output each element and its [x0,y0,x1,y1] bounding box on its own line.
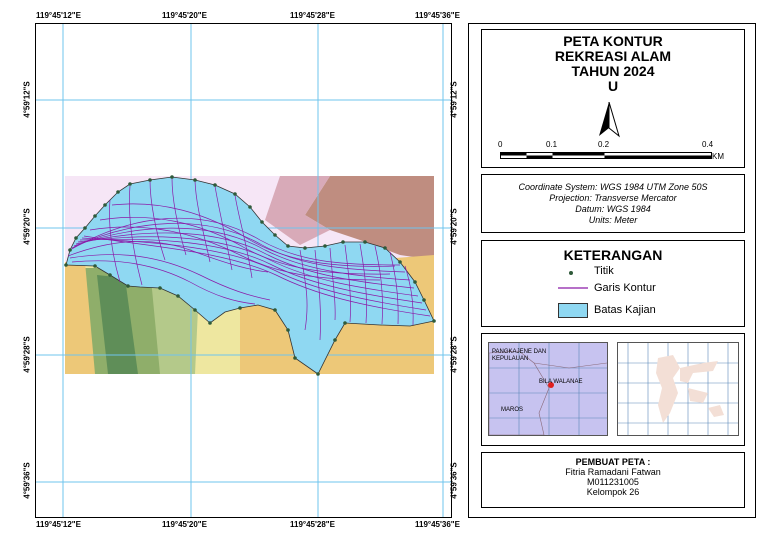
map-title-line3: TAHUN 2024 [571,63,655,79]
scale-labels: 0 0.1 0.2 0.4 [482,140,746,152]
scale-label-3: 0.4 [702,140,714,149]
legend-item-titik: Titik [594,265,614,277]
right-coord-4: 4°59'36"S [449,462,459,499]
maker-name: Fitria Ramadani Fatwan [565,467,661,477]
scale-bar [500,152,712,159]
main-map [36,24,451,517]
inset-map-regional: PANGKAJENE DAN KEPULAUAN BILA WALANAE MA… [488,342,608,436]
cs-line1: Coordinate System: WGS 1984 UTM Zone 50S [518,182,708,192]
cs-line2: Projection: Transverse Mercator [549,193,677,203]
scale-label-0: 0 [498,140,503,149]
bottom-coord-1: 119°45'12"E [36,520,81,529]
inset-label-maros: MAROS [501,407,524,413]
contour-line-symbol-icon [558,287,588,289]
north-arrow-icon [599,102,620,138]
maker-id: M011231005 [587,477,639,487]
left-coord-3: 4°59'28"S [22,336,32,373]
right-coord-3: 4°59'28"S [449,336,459,373]
legend-panel: KETERANGAN Titik Garis Kontur Batas Kaji… [481,240,745,327]
elevation-layer [65,176,434,374]
maker-title: PEMBUAT PETA : [575,457,651,467]
coordinate-system-panel: Coordinate System: WGS 1984 UTM Zone 50S… [481,174,745,233]
scale-unit: KM [712,152,724,161]
right-coord-1: 4°59'12"S [449,81,459,118]
point-symbol-icon [569,271,573,275]
north-label: U [607,78,619,94]
top-coord-1: 119°45'12"E [36,11,81,20]
map-title-line2: REKREASI ALAM [554,48,672,64]
top-coord-3: 119°45'28"E [290,11,335,20]
maker-panel: PEMBUAT PETA : Fitria Ramadani Fatwan M0… [481,452,745,508]
side-frame [468,23,756,518]
cs-line3: Datum: WGS 1984 [575,204,651,214]
cs-line4: Units: Meter [588,215,638,225]
inset-map-island [617,342,739,436]
bottom-coord-3: 119°45'28"E [290,520,335,529]
boundary-points [64,175,436,376]
inset-label-bila-walanae: BILA WALANAE [539,379,583,385]
scale-label-2: 0.2 [598,140,610,149]
contour-lines [67,177,431,341]
maker-group: Kelompok 26 [586,487,640,497]
map-frame [35,23,452,518]
inset-label-pangkajene: PANGKAJENE DAN KEPULAUAN [492,349,547,362]
study-boundary [65,176,435,375]
right-coord-2: 4°59'20"S [449,208,459,245]
legend-title: KETERANGAN [563,247,663,263]
bottom-coord-2: 119°45'20"E [162,520,207,529]
legend-item-batas-kajian: Batas Kajian [594,304,656,316]
boundary-symbol-icon [558,303,588,318]
scale-label-1: 0.1 [546,140,558,149]
title-panel: PETA KONTUR REKREASI ALAM TAHUN 2024 U 0… [481,29,745,168]
left-coord-2: 4°59'20"S [22,208,32,245]
top-coord-4: 119°45'36"E [415,11,460,20]
top-coord-2: 119°45'20"E [162,11,207,20]
left-coord-1: 4°59'12"S [22,81,32,118]
map-title-line1: PETA KONTUR [563,33,663,49]
left-coord-4: 4°59'36"S [22,462,32,499]
bottom-coord-4: 119°45'36"E [415,520,460,529]
legend-item-garis-kontur: Garis Kontur [594,282,656,294]
